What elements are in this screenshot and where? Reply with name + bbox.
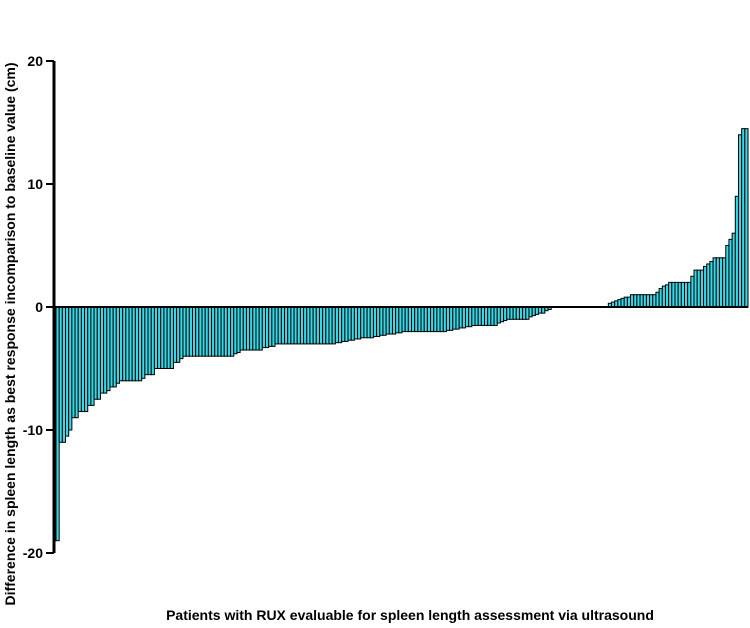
x-axis-title: Patients with RUX evaluable for spleen l… xyxy=(166,607,654,623)
y-axis-ticks: -20 -10 0 10 20 xyxy=(23,53,54,561)
bar xyxy=(744,128,749,308)
y-tick-label: -20 xyxy=(23,545,43,561)
y-tick-label: 20 xyxy=(27,53,43,69)
y-tick-label: 0 xyxy=(35,299,43,315)
y-axis-title: Difference in spleen length as best resp… xyxy=(2,62,18,605)
bar-group xyxy=(55,128,749,542)
y-tick-label: 10 xyxy=(27,176,43,192)
y-tick-label: -10 xyxy=(23,422,43,438)
